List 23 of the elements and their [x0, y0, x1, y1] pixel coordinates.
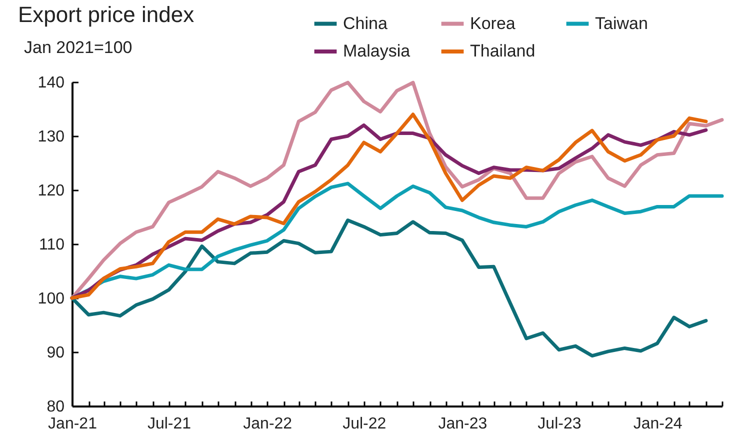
x-tick-label: Jul-22: [342, 416, 386, 432]
chart-title: Export price index: [18, 2, 194, 28]
legend-label: Korea: [470, 14, 516, 33]
y-tick-label: 100: [38, 290, 65, 308]
legend-label: Taiwan: [595, 14, 648, 33]
line-series: [70, 182, 724, 300]
x-tick-label: Jul-21: [147, 416, 192, 432]
y-tick-label: 120: [38, 182, 65, 200]
chart-subtitle: Jan 2021=100: [24, 38, 132, 58]
y-tick-label: 140: [38, 74, 65, 92]
y-tick-label: 130: [38, 128, 65, 146]
x-tick-label: Jul-23: [538, 416, 582, 432]
x-tick-label: Jan-24: [633, 416, 682, 432]
x-tick-label: Jan-21: [48, 416, 98, 432]
x-tick-label: Jan-23: [438, 416, 488, 432]
legend-label: Malaysia: [343, 42, 411, 60]
y-tick-label: 80: [46, 398, 65, 416]
x-tick-label: Jan-22: [243, 416, 292, 432]
y-tick-label: 110: [38, 236, 65, 254]
legend-label: China: [343, 14, 388, 33]
legend-label: Thailand: [470, 42, 536, 60]
line-series: [70, 218, 708, 358]
y-tick-label: 90: [46, 344, 65, 362]
